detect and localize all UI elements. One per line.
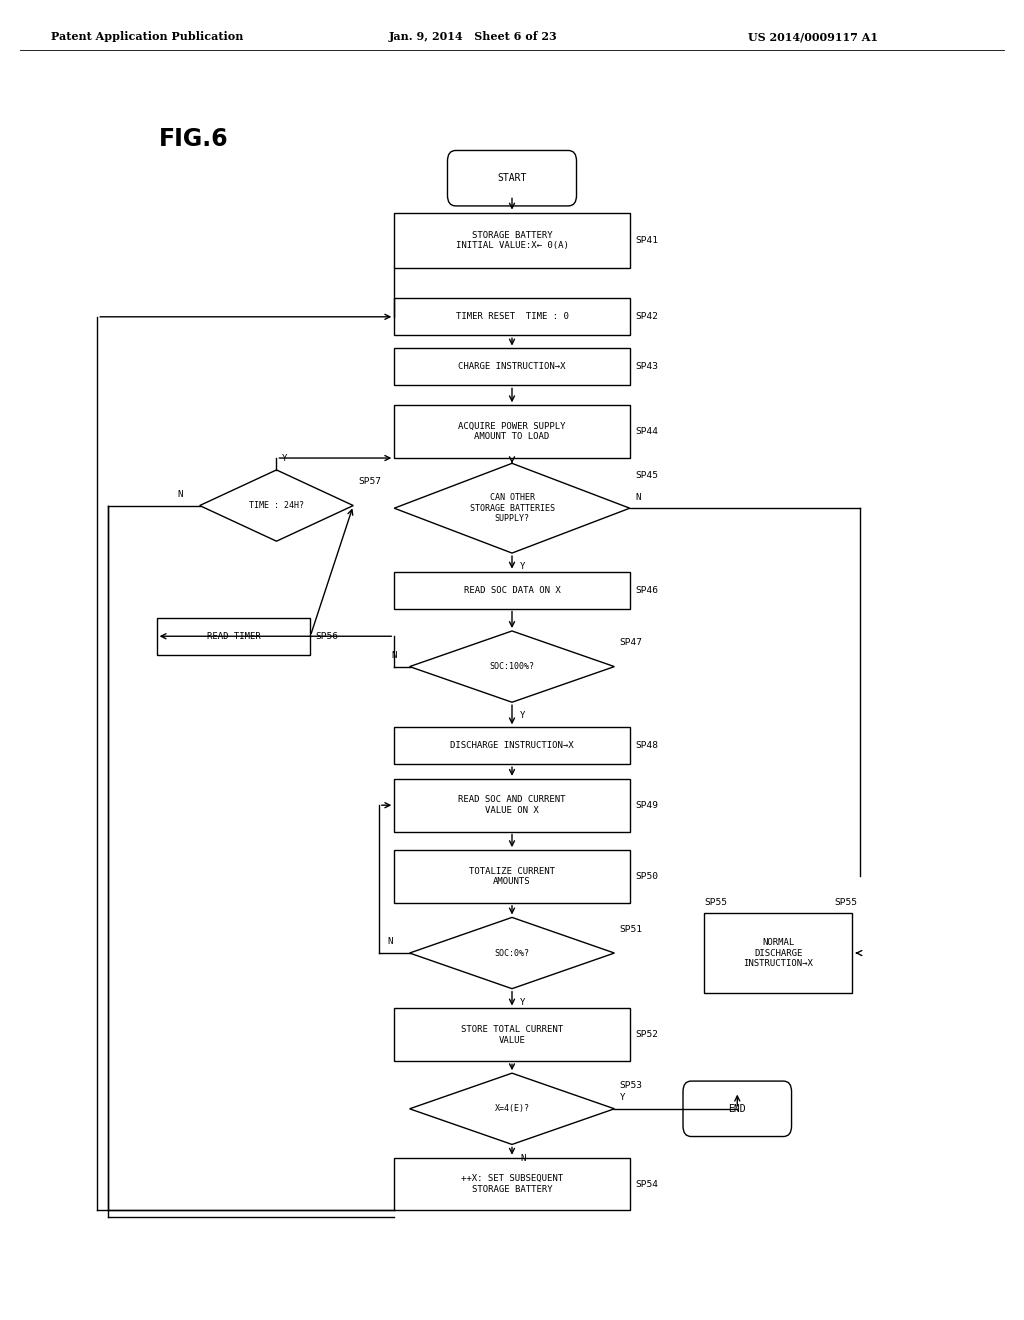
Text: SP49: SP49 <box>635 801 657 809</box>
FancyBboxPatch shape <box>394 405 630 458</box>
Text: READ SOC DATA ON X: READ SOC DATA ON X <box>464 586 560 594</box>
Text: SP47: SP47 <box>620 639 642 647</box>
Text: SP53: SP53 <box>620 1081 642 1089</box>
Text: ACQUIRE POWER SUPPLY
AMOUNT TO LOAD: ACQUIRE POWER SUPPLY AMOUNT TO LOAD <box>459 422 565 441</box>
Text: SP42: SP42 <box>635 313 657 321</box>
Text: SP55: SP55 <box>835 898 857 907</box>
Text: SOC:0%?: SOC:0%? <box>495 949 529 957</box>
Text: N: N <box>177 490 182 499</box>
Text: SP55: SP55 <box>705 899 727 907</box>
Text: TOTALIZE CURRENT
AMOUNTS: TOTALIZE CURRENT AMOUNTS <box>469 867 555 886</box>
Text: SOC:100%?: SOC:100%? <box>489 663 535 671</box>
FancyBboxPatch shape <box>394 213 630 268</box>
Text: Y: Y <box>520 711 525 721</box>
FancyBboxPatch shape <box>394 779 630 832</box>
FancyBboxPatch shape <box>394 727 630 764</box>
Text: SP43: SP43 <box>635 363 657 371</box>
Text: SP48: SP48 <box>635 742 657 750</box>
Polygon shape <box>410 1073 614 1144</box>
FancyBboxPatch shape <box>157 618 310 655</box>
Text: SP51: SP51 <box>620 925 642 933</box>
Text: SP54: SP54 <box>635 1180 657 1188</box>
Text: SP57: SP57 <box>358 478 381 486</box>
Text: FIG.6: FIG.6 <box>159 127 228 150</box>
Text: SP45: SP45 <box>635 471 657 479</box>
Text: ++X: SET SUBSEQUENT
STORAGE BATTERY: ++X: SET SUBSEQUENT STORAGE BATTERY <box>461 1175 563 1193</box>
Polygon shape <box>410 631 614 702</box>
Text: READ SOC AND CURRENT
VALUE ON X: READ SOC AND CURRENT VALUE ON X <box>459 796 565 814</box>
FancyBboxPatch shape <box>447 150 577 206</box>
Text: CHARGE INSTRUCTION→X: CHARGE INSTRUCTION→X <box>459 363 565 371</box>
Text: TIME : 24H?: TIME : 24H? <box>249 502 304 510</box>
Text: SP56: SP56 <box>315 632 338 640</box>
Text: SP52: SP52 <box>635 1031 657 1039</box>
Text: N: N <box>635 492 640 502</box>
Text: Y: Y <box>620 1093 625 1102</box>
Text: N: N <box>520 1154 525 1163</box>
Text: Y: Y <box>282 454 287 463</box>
Text: STORE TOTAL CURRENT
VALUE: STORE TOTAL CURRENT VALUE <box>461 1026 563 1044</box>
FancyBboxPatch shape <box>394 850 630 903</box>
Text: US 2014/0009117 A1: US 2014/0009117 A1 <box>748 32 878 42</box>
Text: SP50: SP50 <box>635 873 657 880</box>
Polygon shape <box>394 463 630 553</box>
Text: SP46: SP46 <box>635 586 657 594</box>
Polygon shape <box>200 470 353 541</box>
Text: NORMAL
DISCHARGE
INSTRUCTION→X: NORMAL DISCHARGE INSTRUCTION→X <box>743 939 813 968</box>
Text: N: N <box>391 651 396 660</box>
Text: TIMER RESET  TIME : 0: TIMER RESET TIME : 0 <box>456 313 568 321</box>
FancyBboxPatch shape <box>394 1158 630 1210</box>
FancyBboxPatch shape <box>394 298 630 335</box>
Text: Y: Y <box>520 562 525 572</box>
Text: DISCHARGE INSTRUCTION→X: DISCHARGE INSTRUCTION→X <box>451 742 573 750</box>
Text: Patent Application Publication: Patent Application Publication <box>51 32 244 42</box>
FancyBboxPatch shape <box>394 348 630 385</box>
FancyBboxPatch shape <box>705 913 852 993</box>
Text: SP41: SP41 <box>635 236 657 244</box>
Text: END: END <box>728 1104 746 1114</box>
Text: READ TIMER: READ TIMER <box>207 632 260 640</box>
Text: X=4(E)?: X=4(E)? <box>495 1105 529 1113</box>
FancyBboxPatch shape <box>394 1008 630 1061</box>
Text: START: START <box>498 173 526 183</box>
Polygon shape <box>410 917 614 989</box>
FancyBboxPatch shape <box>394 572 630 609</box>
Text: STORAGE BATTERY
INITIAL VALUE:X← 0(A): STORAGE BATTERY INITIAL VALUE:X← 0(A) <box>456 231 568 249</box>
Text: N: N <box>387 937 392 946</box>
Text: Jan. 9, 2014   Sheet 6 of 23: Jan. 9, 2014 Sheet 6 of 23 <box>389 32 558 42</box>
Text: SP44: SP44 <box>635 428 657 436</box>
Text: CAN OTHER
STORAGE BATTERIES
SUPPLY?: CAN OTHER STORAGE BATTERIES SUPPLY? <box>469 494 555 523</box>
FancyBboxPatch shape <box>683 1081 792 1137</box>
Text: Y: Y <box>520 998 525 1007</box>
